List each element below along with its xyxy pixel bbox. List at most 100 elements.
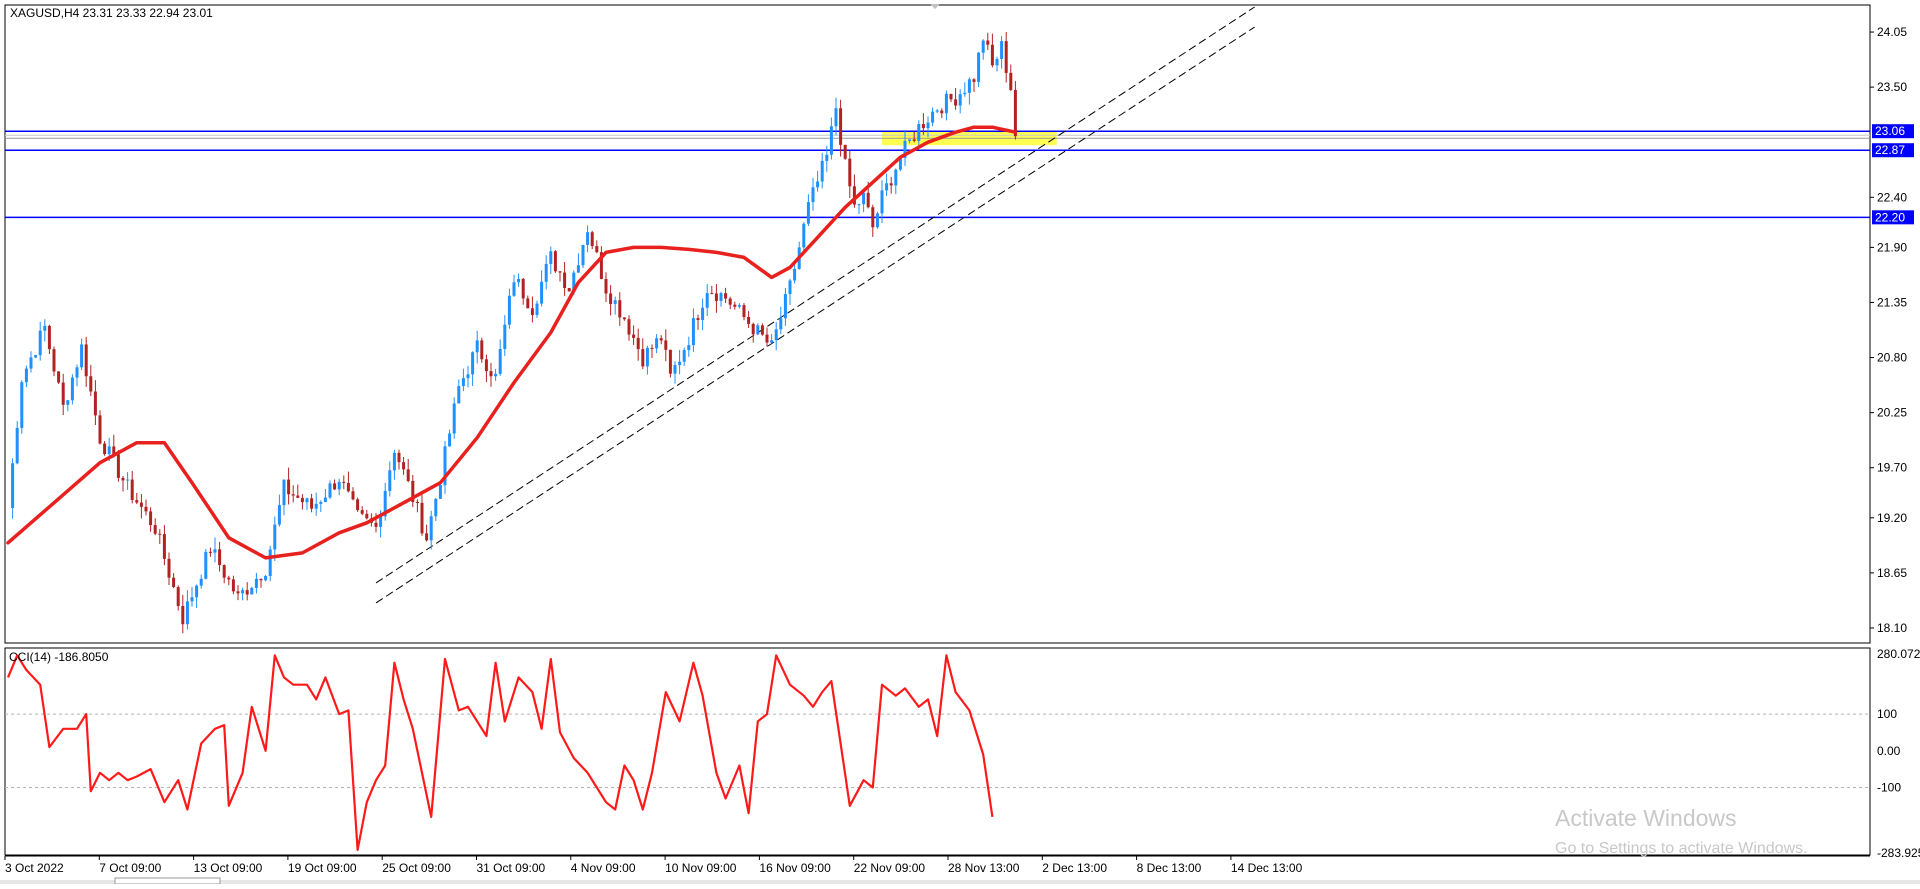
time-tick-label: 13 Oct 09:00 — [194, 861, 263, 875]
candle-body — [153, 525, 157, 534]
candle-body — [24, 368, 28, 383]
candle-body — [668, 349, 672, 374]
cci-tick-label: 280.072 — [1877, 647, 1920, 661]
candle-body — [783, 294, 787, 319]
candle-body — [84, 344, 88, 377]
candle-body — [11, 463, 15, 508]
candle-body — [921, 123, 925, 129]
candle-body — [1004, 41, 1008, 73]
candle-body — [268, 549, 272, 577]
price-tick-label: 19.70 — [1877, 461, 1907, 475]
cci-label: CCI(14) -186.8050 — [9, 650, 109, 664]
candle-body — [719, 293, 723, 301]
candle-body — [862, 192, 866, 205]
candle-body — [20, 382, 24, 428]
cci-tick-label: -283.925 — [1877, 846, 1920, 860]
candle-body — [714, 293, 718, 301]
candle-body — [977, 52, 981, 82]
candle-body — [701, 307, 705, 321]
candle-body — [144, 506, 148, 512]
candle-body — [420, 502, 424, 534]
candle-body — [866, 192, 870, 208]
candle-body — [498, 348, 502, 374]
candle-body — [931, 111, 935, 123]
candle-body — [935, 110, 939, 112]
candle-body — [167, 558, 171, 578]
candle-body — [457, 386, 461, 404]
candle-body — [995, 58, 999, 66]
time-tick-label: 14 Dec 13:00 — [1231, 861, 1303, 875]
cci-tick-label: -100 — [1877, 780, 1901, 794]
candle-body — [540, 281, 544, 304]
candle-body — [742, 305, 746, 317]
candle-body — [282, 479, 286, 506]
candle-body — [507, 295, 511, 325]
trendline-0[interactable] — [375, 6, 1255, 584]
candle-body — [245, 590, 249, 595]
candle-body — [724, 293, 728, 299]
candle-body — [664, 340, 668, 350]
candle-body — [673, 365, 677, 374]
candle-body — [820, 160, 824, 182]
candle-body — [618, 300, 622, 318]
candle-body — [563, 272, 567, 289]
candle-body — [429, 516, 433, 541]
level-price-tag-label: 22.20 — [1875, 210, 1905, 224]
trendline-1[interactable] — [375, 26, 1255, 604]
candle-body — [696, 318, 700, 321]
candle-body — [1000, 41, 1004, 59]
candle-body — [314, 503, 318, 509]
candle-body — [774, 329, 778, 341]
candle-body — [411, 480, 415, 502]
bottom-tab-strip — [0, 880, 1920, 884]
candle-body — [471, 352, 475, 375]
price-tick-label: 21.90 — [1877, 240, 1907, 254]
candle-body — [912, 139, 916, 141]
candle-body — [250, 587, 254, 595]
candle-body — [747, 316, 751, 324]
symbol-header: XAGUSD,H4 23.31 23.33 22.94 23.01 — [10, 6, 213, 20]
candle-body — [158, 533, 162, 535]
price-tick-label: 18.10 — [1877, 621, 1907, 635]
candle-body — [894, 169, 898, 186]
chart-tab[interactable] — [114, 877, 221, 885]
candle-body — [80, 344, 84, 368]
time-tick-label: 2 Dec 13:00 — [1042, 861, 1107, 875]
candle-body — [576, 265, 580, 273]
candle-body — [264, 576, 268, 581]
candle-body — [93, 391, 97, 416]
candle-body — [222, 565, 226, 578]
cci-tick-label: 0.00 — [1877, 744, 1901, 758]
candle-body — [981, 40, 985, 53]
candle-body — [296, 495, 300, 498]
candle-body — [908, 139, 912, 141]
price-tick-label: 22.40 — [1877, 190, 1907, 204]
candle-body — [765, 334, 769, 343]
candle-body — [521, 278, 525, 299]
candle-body — [917, 123, 921, 141]
cci-pane-border — [4, 647, 1871, 856]
candle-body — [944, 93, 948, 114]
candle-body — [871, 207, 875, 228]
candle-body — [172, 577, 176, 588]
candle-body — [126, 479, 130, 481]
candle-body — [839, 108, 843, 145]
candle-body — [678, 361, 682, 366]
candle-body — [61, 382, 65, 405]
candle-body — [586, 232, 590, 245]
candle-body — [323, 497, 327, 503]
candle-body — [549, 251, 553, 264]
candle-body — [475, 340, 479, 353]
candle-body — [57, 371, 61, 383]
cci-tick-label: 100 — [1877, 707, 1897, 721]
candle-body — [793, 268, 797, 281]
candle-body — [379, 516, 383, 527]
candle-body — [319, 502, 323, 504]
candle-body — [213, 549, 217, 553]
candle-body — [770, 340, 774, 343]
candle-body — [572, 272, 576, 292]
candle-body — [130, 479, 134, 501]
candle-body — [392, 452, 396, 471]
